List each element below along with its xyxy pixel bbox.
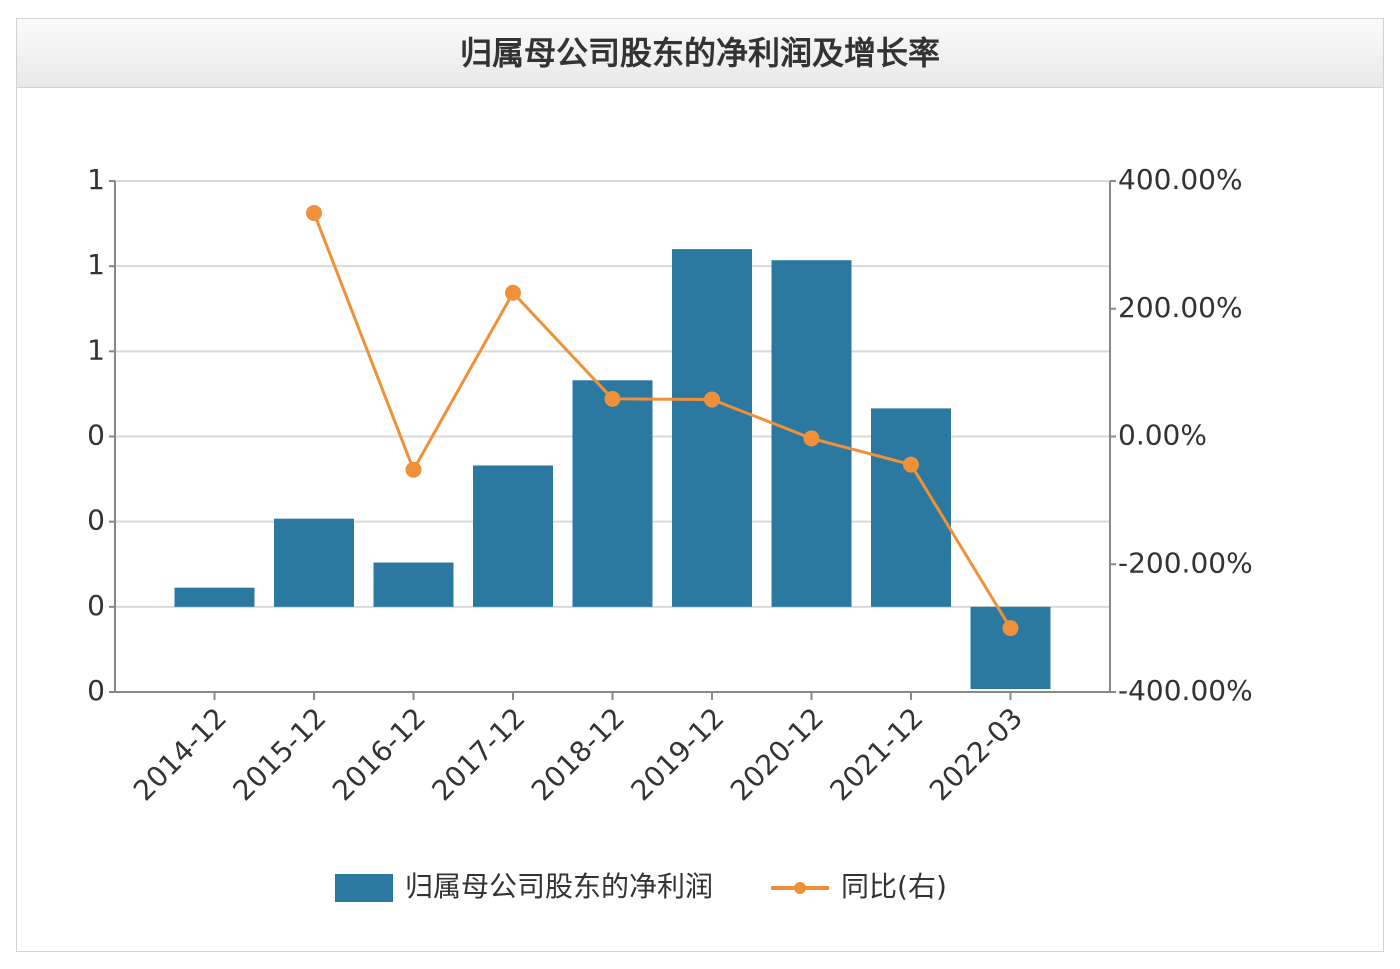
x-tick-label: 2019-12 (625, 701, 731, 807)
point (1002, 620, 1019, 637)
y-tick-label: 0 (87, 589, 105, 622)
x-tick-label: 2017-12 (426, 701, 532, 807)
x-tick-label: 2020-12 (724, 701, 830, 807)
line (312, 212, 1012, 629)
point (704, 391, 720, 408)
y2-tick-label: 400.00% (1118, 163, 1243, 196)
chart-panel: 归属母公司股东的净利润及增长率 (16, 18, 1384, 952)
bar (871, 408, 951, 607)
bar (373, 562, 454, 607)
legend-swatch (335, 874, 393, 902)
point (505, 284, 521, 301)
legend-label: 同比(右) (841, 870, 947, 903)
bar (473, 465, 553, 607)
chart-title: 归属母公司股东的净利润及增长率 (17, 19, 1383, 88)
y2-tick-label: -400.00% (1118, 674, 1253, 707)
y2-tick-label: 0.00% (1118, 419, 1207, 452)
bar (274, 518, 354, 607)
x-tick-label: 2018-12 (525, 701, 631, 807)
point (803, 430, 820, 447)
point (405, 461, 422, 478)
legend-swatch (794, 882, 807, 894)
y-tick-label: 0 (87, 419, 105, 452)
x-tick-label: 2021-12 (824, 701, 930, 807)
point (903, 456, 919, 473)
legend-label: 归属母公司股东的净利润 (405, 870, 713, 903)
y2-tick-label: -200.00% (1118, 546, 1253, 579)
y-tick-label: 0 (87, 504, 105, 537)
x-tick-label: 2015-12 (227, 701, 333, 807)
bar (174, 587, 255, 607)
x-tick-label: 2014-12 (127, 701, 233, 807)
point (306, 204, 322, 221)
y2-tick-label: 200.00% (1118, 291, 1243, 324)
y-tick-label: 1 (87, 248, 105, 281)
y-tick-label: 1 (87, 333, 105, 366)
point (604, 390, 621, 407)
x-tick-label: 2022-03 (923, 701, 1029, 807)
x-tick-label: 2016-12 (326, 701, 432, 807)
y-tick-label: 1 (87, 163, 105, 196)
bar (672, 249, 752, 607)
bar (970, 606, 1051, 690)
y-tick-label: 0 (87, 674, 105, 707)
bar (572, 380, 653, 607)
